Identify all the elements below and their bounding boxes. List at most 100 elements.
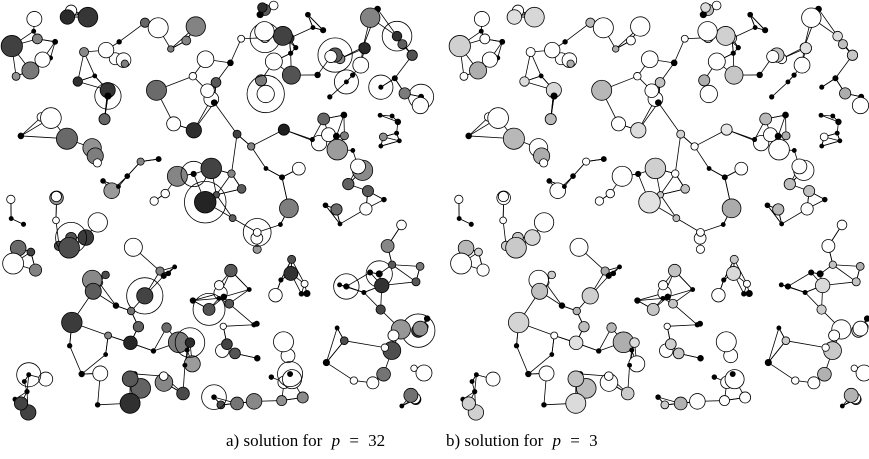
node: [508, 311, 530, 334]
node: [298, 291, 305, 297]
edge: [326, 340, 345, 363]
edge: [544, 282, 563, 306]
node: [783, 178, 796, 191]
edge: [787, 272, 812, 287]
node: [361, 289, 367, 296]
node: [314, 71, 321, 79]
node: [525, 370, 532, 378]
edge: [265, 168, 283, 178]
edge: [250, 146, 267, 169]
node: [832, 30, 843, 42]
node: [374, 277, 390, 294]
node: [378, 84, 384, 90]
node: [655, 99, 662, 106]
node: [415, 262, 425, 271]
node: [851, 277, 861, 287]
node: [24, 388, 30, 395]
node: [339, 131, 349, 141]
node: [519, 76, 530, 87]
node: [764, 202, 771, 209]
node: [324, 50, 338, 63]
node: [185, 122, 202, 139]
node: [837, 39, 848, 50]
node: [55, 127, 78, 150]
node: [610, 270, 617, 277]
node: [505, 236, 527, 259]
node: [403, 387, 419, 403]
node: [531, 282, 549, 300]
node: [570, 173, 576, 179]
node: [132, 321, 145, 333]
node: [469, 61, 487, 80]
node: [533, 212, 555, 233]
node: [252, 244, 262, 254]
node: [774, 132, 782, 140]
node: [711, 374, 718, 380]
node: [635, 170, 642, 178]
node: [360, 7, 381, 28]
node: [832, 75, 839, 82]
node: [232, 129, 242, 139]
node: [394, 118, 402, 126]
node: [769, 94, 775, 100]
edge: [832, 264, 857, 283]
node: [781, 131, 791, 141]
node: [78, 370, 85, 378]
edge: [307, 14, 324, 31]
node: [629, 337, 640, 348]
node: [256, 84, 275, 104]
caption-variable: p: [552, 431, 562, 450]
node: [600, 156, 607, 163]
node: [166, 116, 182, 132]
node: [468, 221, 474, 227]
node: [176, 386, 190, 401]
node: [221, 338, 233, 350]
node: [123, 237, 143, 257]
node: [334, 325, 340, 331]
node: [158, 371, 169, 381]
node: [126, 306, 136, 316]
node: [634, 297, 641, 304]
node: [230, 396, 244, 411]
node: [596, 348, 602, 354]
node: [257, 2, 268, 13]
node: [92, 158, 102, 168]
node: [729, 254, 739, 264]
node: [216, 400, 226, 410]
node: [350, 148, 356, 153]
edge: [216, 194, 233, 219]
node: [13, 396, 29, 411]
node: [499, 216, 507, 225]
node: [380, 343, 389, 352]
node: [188, 72, 198, 81]
node: [640, 50, 659, 69]
node: [216, 295, 222, 301]
node: [670, 59, 678, 67]
node: [279, 174, 285, 181]
node: [359, 202, 373, 216]
node: [784, 283, 792, 290]
node: [362, 185, 374, 198]
node: [214, 280, 225, 291]
node: [828, 329, 841, 342]
node: [389, 113, 395, 119]
node: [591, 79, 613, 101]
node: [288, 50, 294, 56]
node: [391, 75, 398, 82]
node: [322, 202, 329, 209]
node: [103, 182, 120, 199]
node: [283, 266, 299, 281]
node: [272, 26, 293, 46]
edge: [749, 14, 766, 31]
node: [160, 188, 170, 199]
service-ring: [242, 218, 272, 247]
node: [326, 138, 349, 161]
node: [660, 400, 670, 410]
node: [100, 178, 106, 184]
node: [541, 402, 547, 408]
node: [839, 403, 845, 409]
edge: [767, 205, 782, 225]
node: [352, 56, 370, 74]
edge: [216, 173, 232, 196]
